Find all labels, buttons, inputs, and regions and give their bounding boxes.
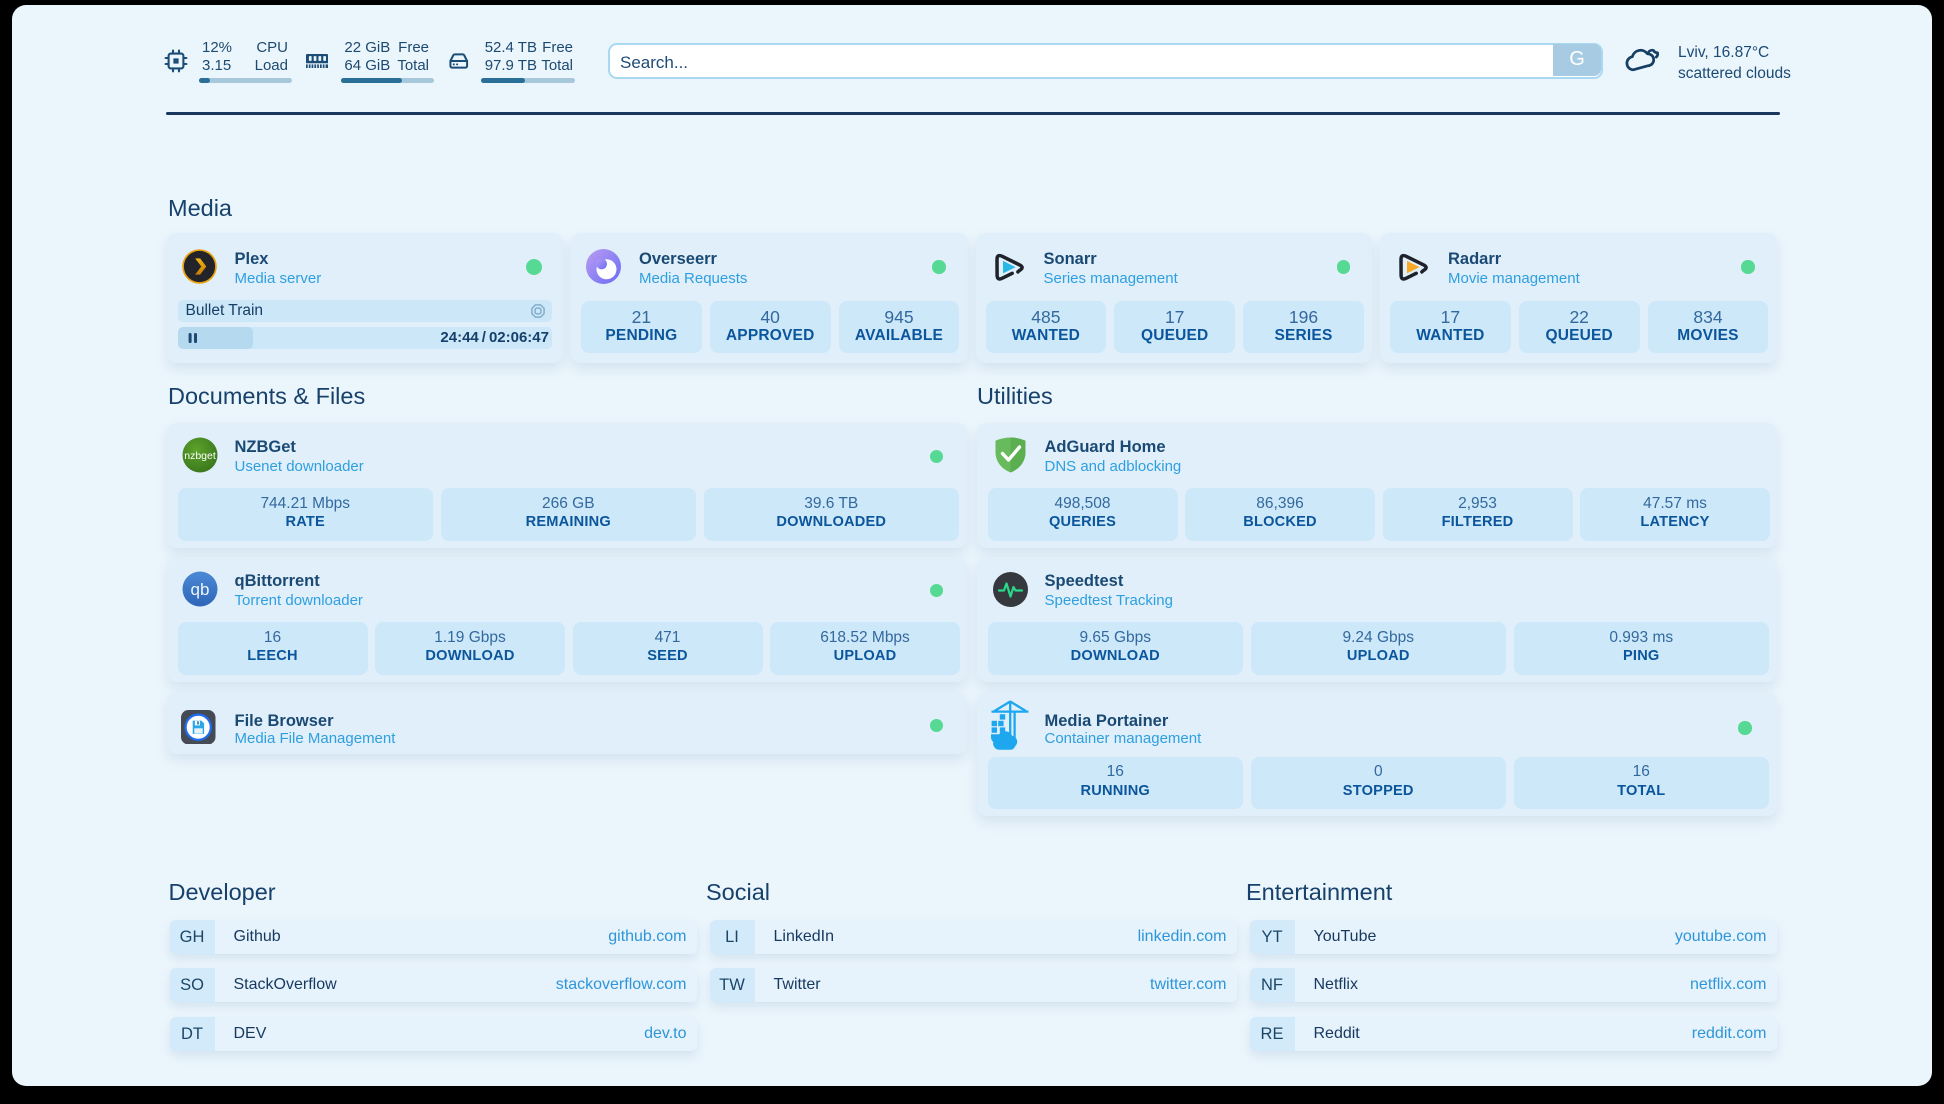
svg-text:nzbget: nzbget <box>184 450 216 462</box>
svg-text:qb: qb <box>190 580 209 599</box>
